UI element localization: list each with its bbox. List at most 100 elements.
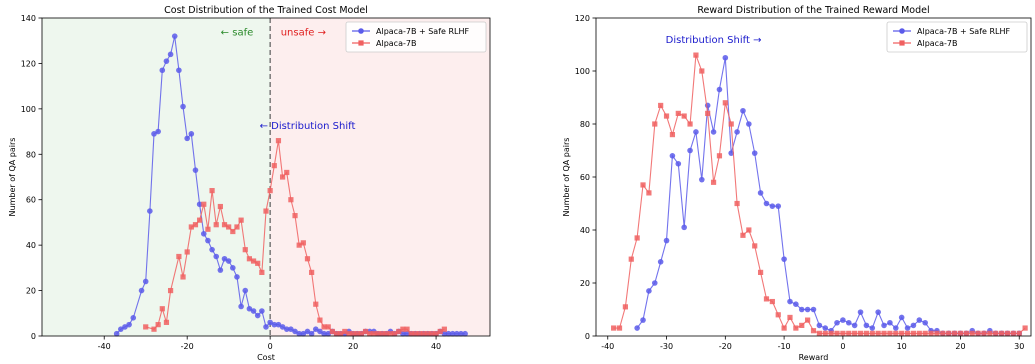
data-point (646, 190, 652, 196)
legend-box (345, 21, 487, 53)
data-point (138, 287, 145, 294)
data-point (433, 331, 439, 337)
data-point (869, 325, 876, 331)
data-point (910, 330, 917, 336)
data-point (875, 330, 881, 336)
data-point (951, 330, 958, 336)
data-point (781, 256, 787, 262)
data-point (176, 67, 182, 74)
data-point (793, 325, 799, 331)
series-markers-1 (611, 52, 1028, 336)
data-point (171, 33, 178, 39)
data-point (429, 331, 435, 337)
data-point (810, 306, 817, 313)
data-point (757, 269, 764, 275)
legend-marker (358, 40, 364, 46)
x-tick-label: 20 (955, 342, 965, 351)
data-point (122, 324, 128, 330)
data-point (308, 330, 315, 337)
data-point (209, 246, 215, 253)
data-point (658, 102, 664, 109)
data-point (197, 217, 203, 223)
data-point (651, 280, 658, 286)
y-tick-label: 20 (26, 287, 36, 296)
data-point (275, 138, 282, 144)
data-point (904, 330, 911, 336)
data-point (1022, 325, 1028, 331)
data-point (159, 67, 166, 74)
data-point (167, 51, 174, 58)
data-point (781, 325, 787, 331)
data-point (130, 315, 137, 321)
data-point (283, 326, 290, 332)
data-point (238, 217, 244, 223)
data-point (325, 330, 332, 337)
data-point (312, 326, 319, 332)
data-point (346, 331, 352, 337)
data-point (763, 200, 770, 207)
x-tick-label: -10 (778, 342, 791, 351)
data-point (333, 331, 340, 337)
data-point (734, 129, 740, 135)
data-point (663, 113, 670, 119)
data-point (846, 330, 852, 336)
data-point (259, 269, 265, 275)
y-tick-label: 140 (21, 14, 36, 23)
data-point (675, 160, 682, 167)
data-point (416, 331, 423, 337)
data-point (292, 328, 298, 335)
data-point (716, 86, 723, 93)
data-point (657, 259, 664, 265)
annotation: ← safe (221, 28, 254, 39)
y-tick-label: 120 (575, 14, 590, 23)
data-point (296, 242, 302, 248)
data-point (693, 129, 699, 135)
data-point (740, 232, 746, 238)
data-point (934, 330, 940, 336)
legend: Alpaca-7B + Safe RLHF Alpaca-7B (345, 21, 487, 53)
data-point (259, 308, 265, 314)
data-point (652, 121, 658, 127)
data-point (687, 147, 693, 154)
data-point (163, 319, 170, 325)
data-point (710, 129, 717, 135)
data-point (188, 131, 195, 137)
data-point (787, 298, 793, 305)
legend-label: Alpaca-7B (917, 39, 957, 48)
data-point (263, 324, 269, 330)
data-point (663, 237, 670, 244)
data-point (221, 222, 228, 228)
data-point (437, 328, 443, 335)
x-tick-label: 0 (268, 342, 273, 351)
data-point (425, 331, 431, 337)
data-point (404, 330, 410, 337)
y-axis-label: Number of QA pairs (562, 138, 571, 217)
data-point (881, 322, 887, 329)
y-tick-label: 100 (575, 67, 590, 76)
legend-label: Alpaca-7B + Safe RLHF (917, 27, 1011, 36)
data-point (881, 330, 887, 336)
data-point (375, 331, 381, 337)
data-point (184, 135, 190, 142)
data-point (263, 208, 269, 214)
data-point (159, 306, 165, 312)
data-point (798, 306, 805, 313)
data-point (408, 331, 414, 337)
data-point (816, 330, 822, 336)
data-point (118, 326, 124, 332)
data-point (383, 331, 389, 337)
data-point (391, 331, 398, 337)
data-point (892, 325, 899, 331)
plot-frame (41, 17, 491, 337)
data-point (321, 324, 327, 330)
legend-box (886, 21, 1028, 53)
data-point (205, 237, 211, 244)
y-axis-label: Number of QA pairs (8, 138, 17, 217)
data-point (288, 326, 294, 332)
data-point (192, 167, 199, 173)
data-point (757, 190, 764, 196)
data-point (275, 321, 282, 328)
x-tick-label: 40 (431, 342, 441, 351)
data-point (230, 265, 236, 271)
